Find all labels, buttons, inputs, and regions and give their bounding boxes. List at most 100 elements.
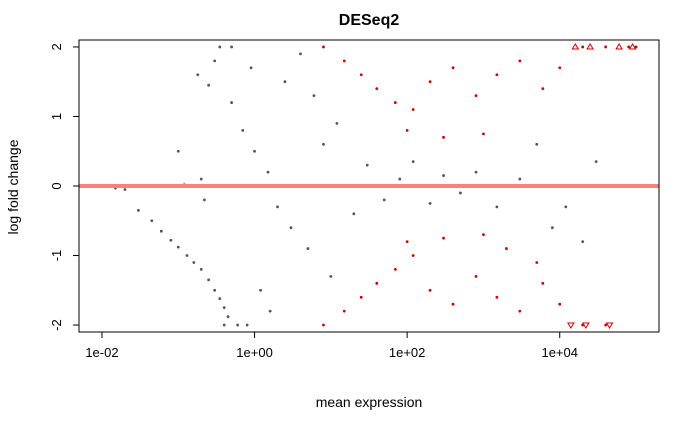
data-point <box>176 149 180 153</box>
data-point <box>604 45 608 49</box>
chart-title: DESeq2 <box>339 12 400 29</box>
data-point <box>218 297 222 301</box>
data-point <box>306 247 310 250</box>
data-point <box>322 45 325 49</box>
data-point <box>213 288 217 292</box>
data-point <box>249 66 253 70</box>
data-point <box>289 226 293 230</box>
data-point <box>169 238 173 242</box>
data-point <box>226 315 230 319</box>
clipped-point-marker <box>571 42 580 50</box>
data-point <box>176 245 180 249</box>
data-point <box>245 323 249 327</box>
y-tick-label: 0 <box>49 182 64 189</box>
data-point <box>442 236 445 240</box>
data-point <box>581 240 585 244</box>
data-point <box>550 226 554 230</box>
data-point <box>535 261 539 264</box>
x-axis-label: mean expression <box>316 394 423 410</box>
data-point <box>535 142 539 146</box>
data-point <box>627 45 631 49</box>
data-point <box>299 52 302 56</box>
data-point <box>581 45 585 49</box>
data-point <box>185 254 189 257</box>
data-point <box>495 73 499 77</box>
clipped-point-marker <box>567 322 575 330</box>
data-point <box>329 274 333 278</box>
data-point <box>213 59 217 63</box>
data-point <box>230 101 233 104</box>
data-point <box>207 83 211 87</box>
data-point <box>564 205 568 209</box>
data-point <box>136 208 140 212</box>
clipped-point-marker <box>615 42 623 50</box>
data-point <box>202 198 206 202</box>
data-point <box>268 309 272 313</box>
y-tick-label: 1 <box>49 113 64 120</box>
data-point <box>405 240 409 244</box>
x-tick-label: 1e-02 <box>85 345 118 360</box>
data-point <box>411 108 415 111</box>
data-point <box>359 295 363 299</box>
data-point <box>365 163 369 167</box>
data-point <box>266 170 270 174</box>
y-tick-label: -1 <box>49 250 64 262</box>
data-point <box>375 87 379 91</box>
data-point <box>283 80 287 84</box>
data-point <box>474 94 478 98</box>
data-point <box>393 101 397 104</box>
data-point <box>428 201 432 205</box>
data-point <box>159 229 163 233</box>
data-point <box>218 45 222 49</box>
y-axis-label: log fold change <box>5 139 21 234</box>
x-tick-label: 1e+02 <box>389 345 426 360</box>
data-point <box>253 149 256 153</box>
data-point <box>393 268 397 271</box>
data-point <box>342 59 346 63</box>
data-point <box>428 80 432 84</box>
data-point <box>359 73 363 77</box>
data-point <box>495 205 499 209</box>
data-point <box>474 170 478 174</box>
data-point <box>192 261 196 264</box>
clipped-point-marker <box>628 42 637 50</box>
data-point <box>382 198 386 202</box>
data-point <box>442 135 445 139</box>
data-point <box>342 309 346 313</box>
data-point <box>541 87 545 91</box>
data-point <box>558 302 562 306</box>
data-point <box>558 66 562 70</box>
plot-area: 1e-02 1e+00 1e+02 1e+04 -2 -1 0 1 2 <box>49 39 660 360</box>
data-point <box>259 288 262 292</box>
data-point <box>482 132 485 136</box>
data-point <box>405 128 409 132</box>
data-point <box>199 177 203 181</box>
data-point <box>322 323 325 327</box>
data-point <box>518 309 522 313</box>
data-point <box>411 254 415 257</box>
data-point <box>518 177 522 181</box>
data-point <box>604 323 608 327</box>
data-point <box>411 160 415 164</box>
data-point <box>222 306 226 310</box>
data-point <box>428 288 432 292</box>
data-point <box>222 323 226 327</box>
data-point <box>474 274 478 278</box>
data-point <box>398 177 402 181</box>
data-point <box>482 233 485 237</box>
data-point <box>352 212 356 216</box>
data-point <box>375 281 379 285</box>
data-point <box>322 142 325 146</box>
data-point <box>196 73 200 77</box>
clipped-point-marker <box>605 322 614 330</box>
clipped-point-marker <box>586 42 594 50</box>
data-point <box>276 205 279 209</box>
data-point <box>123 188 127 191</box>
x-tick-label: 1e+00 <box>236 345 273 360</box>
data-point <box>505 247 508 250</box>
data-point <box>594 160 598 164</box>
y-tick-label: -2 <box>49 319 64 331</box>
data-point <box>459 191 462 195</box>
